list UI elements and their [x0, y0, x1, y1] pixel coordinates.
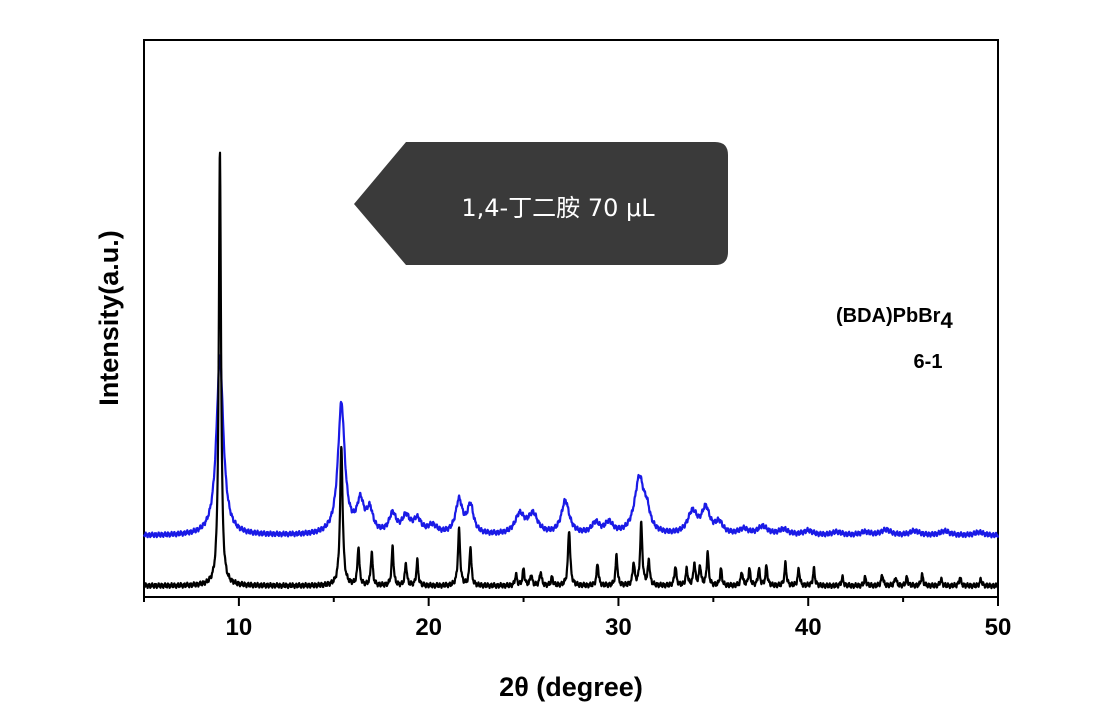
x-axis-ticks [143, 597, 999, 606]
compound-subscript: 4 [940, 308, 953, 333]
x-tick-label: 50 [985, 614, 1012, 641]
y-axis-title: Intensity(a.u.) [94, 230, 124, 406]
callout-text: 1,4-丁二胺 70 μL [461, 194, 655, 222]
compound-name: (BDA)PbBr [836, 305, 941, 327]
callout-shape [354, 142, 728, 265]
series-layer [142, 151, 1000, 590]
x-tick-label: 40 [795, 614, 822, 641]
plot-frame [143, 39, 999, 598]
x-axis-title: 2θ (degree) [499, 672, 643, 702]
x-tick-label: 10 [226, 614, 253, 641]
x-tick-label: 20 [415, 614, 442, 641]
x-axis-tick-labels: 10 20 30 40 50 [226, 614, 1012, 641]
series-line-1 [142, 151, 1000, 590]
series-line-0 [142, 354, 1000, 539]
compound-label: (BDA)PbBr4 [836, 305, 953, 333]
ratio-label: 6-1 [914, 351, 943, 373]
x-tick-label: 30 [605, 614, 632, 641]
callout-tooltip: 1,4-丁二胺 70 μL [354, 142, 728, 265]
